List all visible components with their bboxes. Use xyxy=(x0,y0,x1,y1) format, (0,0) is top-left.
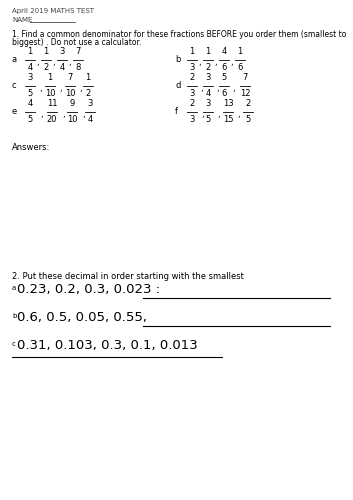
Text: 5: 5 xyxy=(205,116,211,124)
Text: ,: , xyxy=(60,84,62,94)
Text: 3: 3 xyxy=(189,90,195,98)
Text: ,: , xyxy=(218,110,220,120)
Text: 2. Put these decimal in order starting with the smallest: 2. Put these decimal in order starting w… xyxy=(12,272,244,281)
Text: 6: 6 xyxy=(237,64,243,72)
Text: 1. Find a common denominator for these fractions BEFORE you order them (smallest: 1. Find a common denominator for these f… xyxy=(12,30,346,39)
Text: 10: 10 xyxy=(67,116,77,124)
Text: ,: , xyxy=(40,84,42,94)
Text: 10: 10 xyxy=(65,90,75,98)
Text: 1: 1 xyxy=(205,48,211,56)
Text: ,: , xyxy=(83,110,85,120)
Text: 0.31, 0.103, 0.3, 0.1, 0.013: 0.31, 0.103, 0.3, 0.1, 0.013 xyxy=(17,339,198,352)
Text: 10: 10 xyxy=(45,90,55,98)
Text: 4: 4 xyxy=(221,48,227,56)
Text: April 2019 MATHS TEST: April 2019 MATHS TEST xyxy=(12,8,94,14)
Text: 15: 15 xyxy=(223,116,233,124)
Text: ,: , xyxy=(233,84,235,94)
Text: 3: 3 xyxy=(189,116,195,124)
Text: 5: 5 xyxy=(28,90,32,98)
Text: 1: 1 xyxy=(28,48,32,56)
Text: 1: 1 xyxy=(43,48,49,56)
Text: 3: 3 xyxy=(27,74,33,82)
Text: 12: 12 xyxy=(240,90,250,98)
Text: 2: 2 xyxy=(43,64,49,72)
Text: 4: 4 xyxy=(28,100,32,108)
Text: 4: 4 xyxy=(88,116,92,124)
Text: a: a xyxy=(11,56,16,64)
Text: 1: 1 xyxy=(237,48,243,56)
Text: c: c xyxy=(12,341,16,347)
Text: 3: 3 xyxy=(59,48,65,56)
Text: Answers:: Answers: xyxy=(12,143,50,152)
Text: ,: , xyxy=(201,84,203,94)
Text: 3: 3 xyxy=(87,100,93,108)
Text: ,: , xyxy=(217,84,219,94)
Text: 7: 7 xyxy=(67,74,73,82)
Text: 1: 1 xyxy=(189,48,195,56)
Text: b: b xyxy=(12,313,16,319)
Text: 2: 2 xyxy=(205,64,211,72)
Text: 6: 6 xyxy=(221,64,227,72)
Text: 5: 5 xyxy=(245,116,251,124)
Text: 0.23, 0.2, 0.3, 0.023 :: 0.23, 0.2, 0.3, 0.023 : xyxy=(17,283,160,296)
Text: ,: , xyxy=(69,58,71,68)
Text: 3: 3 xyxy=(189,64,195,72)
Text: 5: 5 xyxy=(221,74,227,82)
Text: 2: 2 xyxy=(85,90,91,98)
Text: 8: 8 xyxy=(75,64,81,72)
Text: ,: , xyxy=(63,110,65,120)
Text: f: f xyxy=(175,108,178,116)
Text: ,: , xyxy=(202,110,204,120)
Text: 3: 3 xyxy=(205,100,211,108)
Text: 2: 2 xyxy=(245,100,251,108)
Text: a: a xyxy=(12,285,16,291)
Text: 5: 5 xyxy=(28,116,32,124)
Text: b: b xyxy=(175,56,180,64)
Text: NAME: NAME xyxy=(12,17,32,23)
Text: 4: 4 xyxy=(28,64,32,72)
Text: e: e xyxy=(11,108,16,116)
Text: 20: 20 xyxy=(47,116,57,124)
Text: 1: 1 xyxy=(47,74,53,82)
Text: ,: , xyxy=(199,58,201,68)
Text: ,: , xyxy=(231,58,233,68)
Text: 2: 2 xyxy=(189,100,195,108)
Text: 4: 4 xyxy=(59,64,65,72)
Text: 0.6, 0.5, 0.05, 0.55,: 0.6, 0.5, 0.05, 0.55, xyxy=(17,311,147,324)
Text: 1: 1 xyxy=(85,74,91,82)
Text: 11: 11 xyxy=(47,100,57,108)
Text: ,: , xyxy=(53,58,55,68)
Text: ,: , xyxy=(41,110,43,120)
Text: ,: , xyxy=(37,58,39,68)
Text: 4: 4 xyxy=(205,90,211,98)
Text: 7: 7 xyxy=(75,48,81,56)
Text: 13: 13 xyxy=(223,100,233,108)
Text: biggest) . Do not use a calculator.: biggest) . Do not use a calculator. xyxy=(12,38,141,47)
Text: ,: , xyxy=(238,110,240,120)
Text: 7: 7 xyxy=(242,74,248,82)
Text: ,: , xyxy=(80,84,82,94)
Text: 9: 9 xyxy=(70,100,74,108)
Text: d: d xyxy=(175,82,180,90)
Text: 2: 2 xyxy=(189,74,195,82)
Text: c: c xyxy=(11,82,16,90)
Text: ,: , xyxy=(215,58,217,68)
Text: 6: 6 xyxy=(221,90,227,98)
Text: 3: 3 xyxy=(205,74,211,82)
